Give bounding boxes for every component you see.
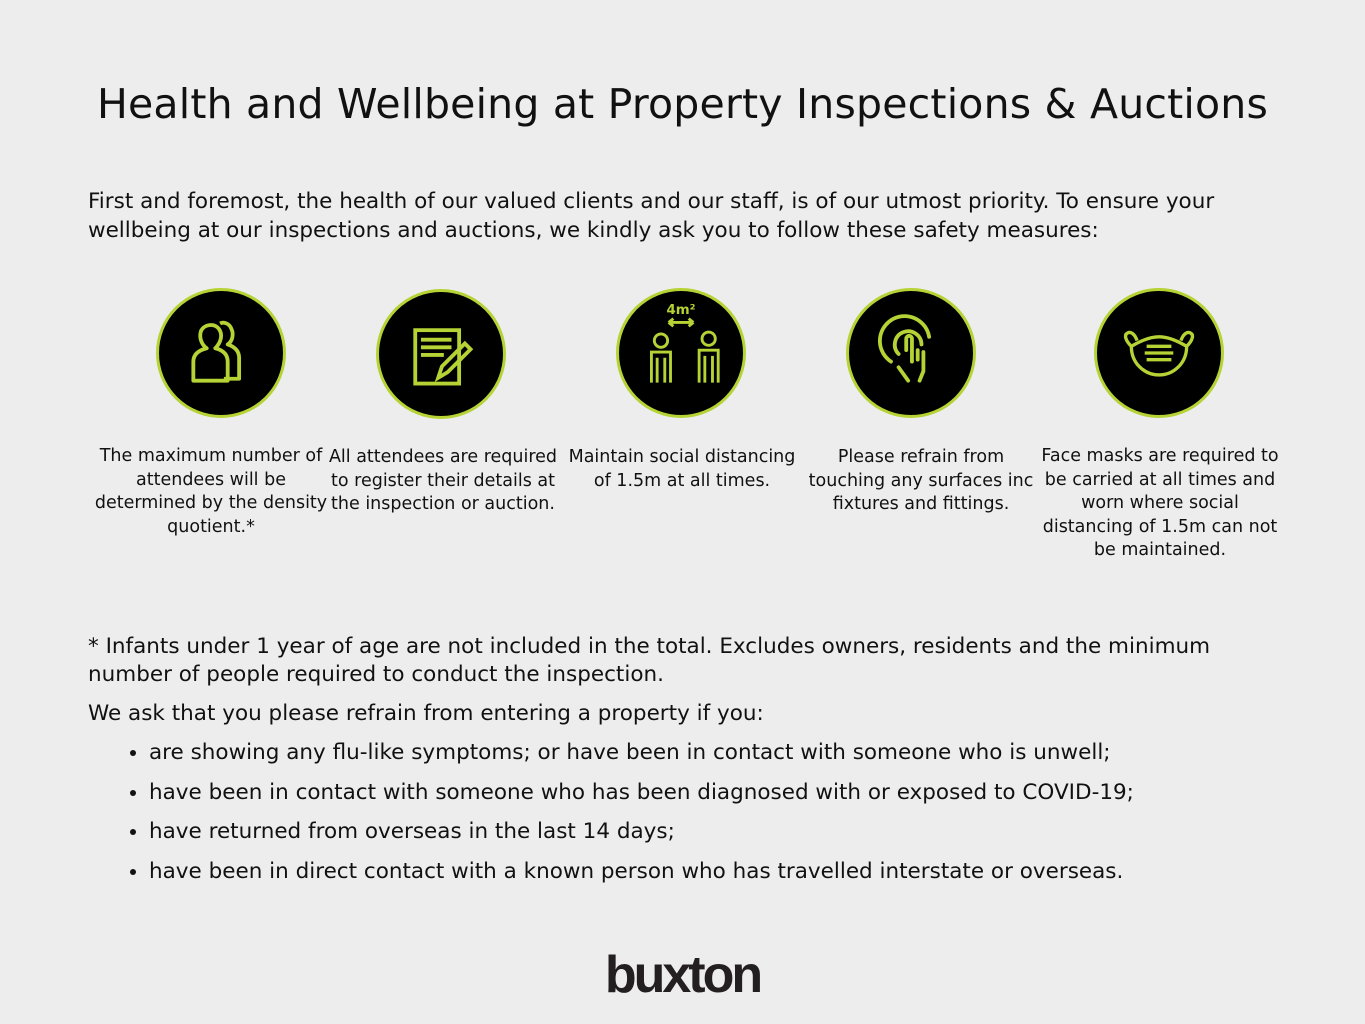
page-title: Health and Wellbeing at Property Inspect…: [96, 80, 1269, 128]
notepad-pencil-icon: [376, 289, 506, 419]
caption-masks: Face masks are required to be carried at…: [1041, 446, 1279, 560]
caption-distancing: Maintain social distancing of 1.5m at al…: [568, 447, 796, 491]
ask-intro: We ask that you please refrain from ente…: [88, 701, 764, 726]
face-mask-icon: [1094, 288, 1224, 418]
footnote: * Infants under 1 year of age are not in…: [88, 634, 1211, 687]
list-item: have been in contact with someone who ha…: [149, 780, 1134, 820]
area-label: 4m²: [666, 303, 695, 318]
people-icon: [156, 288, 286, 418]
intro-text: First and foremost, the health of our va…: [88, 189, 1215, 243]
buxton-logo: buxton: [604, 946, 763, 1004]
symptom-list: are showing any flu-like symptoms; or ha…: [104, 740, 1134, 898]
caption-attendees: The maximum number of attendees will be …: [94, 446, 328, 537]
list-item: have returned from overseas in the last …: [149, 819, 1134, 859]
caption-register: All attendees are required to register t…: [328, 447, 558, 514]
touch-hand-icon: [846, 288, 976, 418]
social-distance-icon: 4m²: [616, 288, 746, 418]
list-item: have been in direct contact with a known…: [149, 859, 1134, 899]
list-item: are showing any flu-like symptoms; or ha…: [149, 740, 1134, 780]
caption-touching: Please refrain from touching any surface…: [808, 447, 1034, 514]
